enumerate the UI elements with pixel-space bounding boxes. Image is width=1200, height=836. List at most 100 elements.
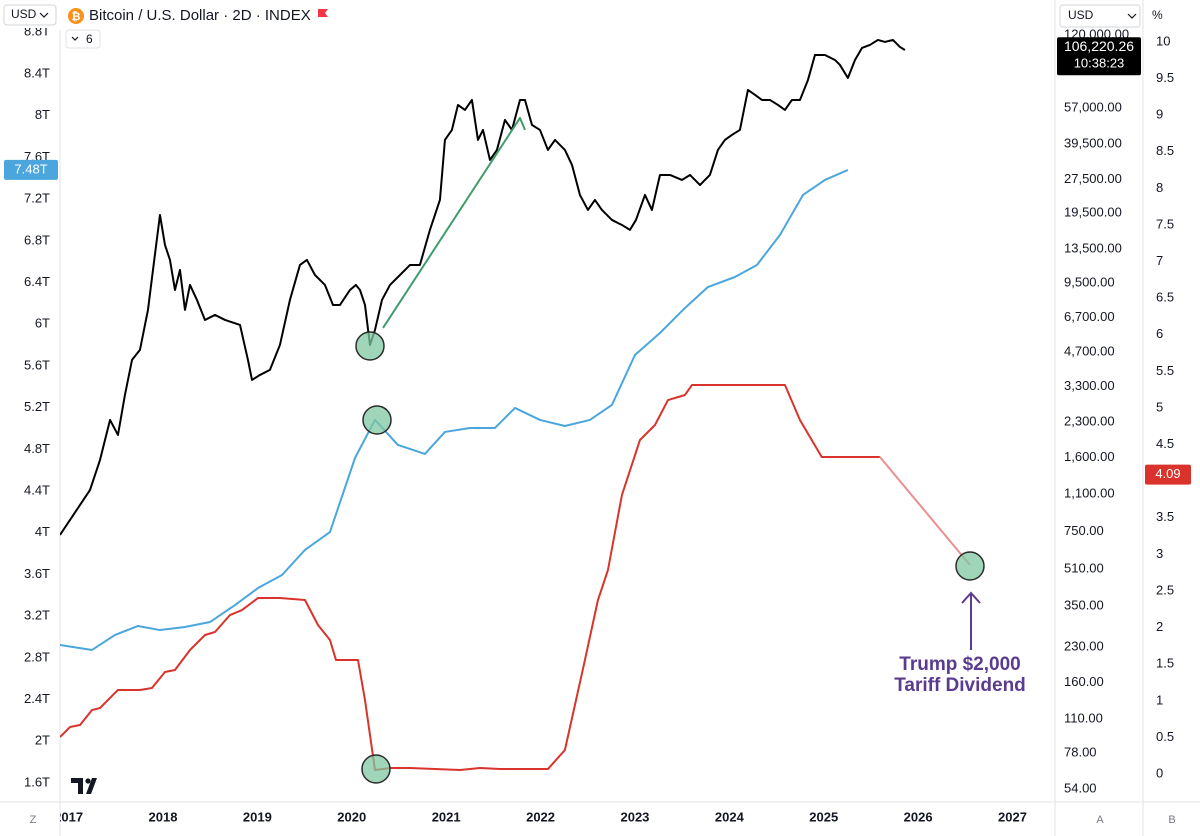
y2-tick-label: 6,700.00 xyxy=(1064,309,1115,324)
y3-tick-label: 2.5 xyxy=(1156,582,1174,597)
y-tick-label: 6T xyxy=(35,316,50,331)
y2-tick-label: 39,500.00 xyxy=(1064,135,1122,150)
y3-tick-label: 1 xyxy=(1156,692,1163,707)
bitcoin-icon-glyph: ₿ xyxy=(72,11,81,23)
indicators-count: 6 xyxy=(86,32,93,46)
x-tick-label: 2021 xyxy=(432,809,461,824)
y2-tick-label: 110.00 xyxy=(1064,711,1103,726)
y3-tick-label: 5 xyxy=(1156,399,1163,414)
x-tick-label: 2022 xyxy=(526,809,555,824)
series-line xyxy=(60,384,880,771)
last-value-badge xyxy=(1145,464,1191,485)
y-tick-label: 2.4T xyxy=(24,691,50,706)
indicators-button[interactable] xyxy=(65,29,101,49)
scale-button[interactable]: B xyxy=(1168,814,1175,826)
currency-label: USD xyxy=(11,7,37,21)
y3-tick-label: 6 xyxy=(1156,326,1163,341)
y-tick-label: 1.6T xyxy=(24,774,50,789)
y2-tick-label: 57,000.00 xyxy=(1064,100,1122,115)
x-tick-label: 2018 xyxy=(149,809,178,824)
bitcoin-icon xyxy=(68,8,84,24)
highlight-circle xyxy=(361,754,391,784)
y2-tick-label: 78.00 xyxy=(1064,744,1097,759)
series-line xyxy=(382,116,526,329)
y2-tick-label: 160.00 xyxy=(1064,674,1104,689)
chart-title: Bitcoin / U.S. Dollar · 2D · INDEX xyxy=(89,7,311,24)
y-tick-label: 2.8T xyxy=(24,649,50,664)
y-tick-label: 5.6T xyxy=(24,357,50,372)
y2-tick-label: 27,500.00 xyxy=(1064,171,1122,186)
y-tick-label: 3.2T xyxy=(24,608,50,623)
highlight-circle xyxy=(955,551,985,581)
y3-tick-label: 7 xyxy=(1156,253,1163,268)
last-value-label: 106,220.26 xyxy=(1064,38,1134,54)
plot-area xyxy=(60,38,971,771)
series-line xyxy=(60,169,849,651)
last-value-label: 7.48T xyxy=(14,161,47,176)
y3-tick-label: 0 xyxy=(1156,765,1163,780)
y3-tick-label: 2 xyxy=(1156,619,1163,634)
y2-tick-label: 4,700.00 xyxy=(1064,344,1115,359)
y-tick-label: 4.4T xyxy=(24,482,50,497)
currency-button[interactable] xyxy=(3,4,57,26)
y2-tick-label: 19,500.00 xyxy=(1064,204,1122,219)
y2-tick-label: 230.00 xyxy=(1064,639,1104,654)
y2-tick-label: 3,300.00 xyxy=(1064,378,1115,393)
series-line xyxy=(879,456,971,566)
x-tick-label: 2027 xyxy=(998,809,1027,824)
annotation-text: Tariff Dividend xyxy=(894,675,1026,696)
y-tick-label: 6.8T xyxy=(24,232,50,247)
x-tick-label: 2019 xyxy=(243,809,272,824)
y-tick-label: 5.2T xyxy=(24,399,50,414)
highlight-circle xyxy=(362,405,392,435)
last-value-label: 4.09 xyxy=(1155,466,1180,481)
y-tick-label: 4T xyxy=(35,524,50,539)
logo xyxy=(71,778,97,794)
x-axis: 2017 2018 2019 2020 2021 2022 2023 2024 2025 2026… xyxy=(60,809,1027,824)
percent-label: % xyxy=(1152,8,1163,22)
y3-tick-label: 1.5 xyxy=(1156,656,1174,671)
x-tick-label: 2025 xyxy=(809,809,838,824)
y2-tick-label: 2,300.00 xyxy=(1064,413,1115,428)
chevron xyxy=(39,12,49,18)
y-tick-label: 3.6T xyxy=(24,566,50,581)
y-tick-label: 2T xyxy=(35,733,50,748)
y-tick-label: 4.8T xyxy=(24,441,50,456)
annotation-arrow-head xyxy=(961,591,981,604)
x-tick-label: 2023 xyxy=(620,809,649,824)
y-tick-label: 7.2T xyxy=(24,191,50,206)
y2-tick-label: 9,500.00 xyxy=(1064,275,1115,290)
last-value-badge xyxy=(1057,37,1141,76)
y-tick-label: 8T xyxy=(35,107,50,122)
y2-tick-label: 750.00 xyxy=(1064,523,1104,538)
x-tick-label: 2026 xyxy=(904,809,933,824)
axes: 1.6T 2T 2.4T 2.8T 3.2T 3.6T 4T 4.4T 4.8T 5.2T 5.6T… xyxy=(24,24,1174,796)
right-currency-button[interactable] xyxy=(1059,4,1141,28)
y3-tick-label: 4.5 xyxy=(1156,436,1174,451)
annotation-text: Trump $2,000 xyxy=(899,654,1020,675)
y-tick-label: 6.4T xyxy=(24,274,50,289)
y3-tick-label: 8.5 xyxy=(1156,143,1174,158)
y3-tick-label: 3 xyxy=(1156,546,1163,561)
right-currency-label: USD xyxy=(1068,8,1094,22)
logo xyxy=(85,778,91,784)
y2-tick-label: 350.00 xyxy=(1064,598,1104,613)
y3-tick-label: 5.5 xyxy=(1156,363,1174,378)
y2-tick-label: 1,600.00 xyxy=(1064,449,1115,464)
y3-tick-label: 9 xyxy=(1156,107,1163,122)
y3-tick-label: 0.5 xyxy=(1156,729,1174,744)
y3-tick-label: 10 xyxy=(1156,33,1170,48)
y3-tick-label: 8 xyxy=(1156,180,1163,195)
x-tick-label: 2020 xyxy=(337,809,366,824)
x-tick-label: 2024 xyxy=(715,809,745,824)
scale-button[interactable]: A xyxy=(1096,814,1104,826)
y2-tick-label: 510.00 xyxy=(1064,561,1104,576)
countdown-label: 10:38:23 xyxy=(1074,56,1125,71)
chevron xyxy=(1127,13,1137,19)
y2-tick-label: 54.00 xyxy=(1064,780,1097,795)
scale-button[interactable]: Z xyxy=(30,814,37,826)
flag-icon xyxy=(318,9,328,17)
highlight-circle xyxy=(355,331,385,361)
